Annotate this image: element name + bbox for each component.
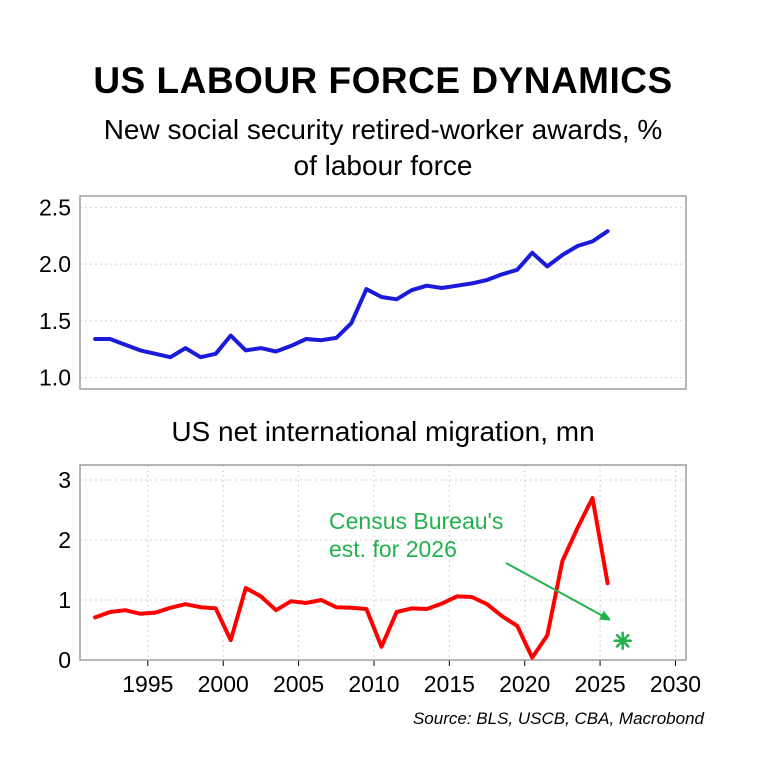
bottom-y-tick-label: 1 [58, 587, 71, 613]
bottom-y-tick-label: 2 [58, 527, 71, 553]
bottom-x-tick-label: 2010 [348, 671, 399, 697]
top-chart-title: New social security retired-worker award… [0, 112, 766, 184]
top-y-tick-label: 2.5 [39, 194, 71, 220]
top-chart-title-line-1: New social security retired-worker award… [103, 114, 663, 145]
bottom-x-tick-label: 2015 [424, 671, 475, 697]
top-y-tick-label: 2.0 [39, 251, 71, 277]
top-y-tick-label: 1.0 [39, 365, 71, 391]
top-chart-title-line-2: of labour force [293, 150, 473, 181]
annotation-text-line-2: est. for 2026 [329, 536, 457, 562]
source-note: Source: BLS, USCB, CBA, Macrobond [412, 709, 704, 728]
bottom-plot-frame [79, 464, 687, 661]
annotation-arrow [505, 562, 607, 618]
annotation-text-line-1: Census Bureau's [329, 508, 503, 534]
census-estimate-marker [613, 631, 632, 651]
top-chart-panel: 1.0 1.5 2.0 2.5 [39, 194, 687, 391]
top-plot-frame [79, 195, 687, 390]
bottom-y-tick-label: 0 [58, 647, 71, 673]
chart-main-title: US LABOUR FORCE DYNAMICS [93, 60, 673, 101]
bottom-chart-title: US net international migration, mn [171, 416, 595, 447]
bottom-series-line [93, 496, 610, 660]
bottom-x-tick-label: 2030 [650, 671, 701, 697]
bottom-x-tick-label: 2025 [574, 671, 625, 697]
bottom-x-tick-label: 1995 [122, 671, 173, 697]
bottom-x-tick-label: 2000 [198, 671, 249, 697]
bottom-x-tick-label: 2005 [273, 671, 324, 697]
bottom-y-tick-label: 3 [58, 467, 71, 493]
bottom-x-tick-label: 2020 [499, 671, 550, 697]
bottom-chart-panel: 0 1 2 3 1995 2000 2005 2010 2015 2020 2025 2030 Cens… [58, 464, 701, 697]
top-series-line [93, 229, 610, 360]
top-y-tick-label: 1.5 [39, 308, 71, 334]
